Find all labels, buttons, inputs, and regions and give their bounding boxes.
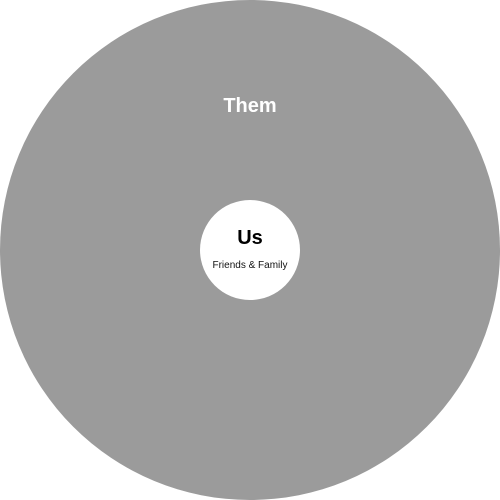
inner-circle-title: Us	[237, 227, 263, 249]
inner-circle-subtitle: Friends & Family	[212, 260, 288, 271]
outer-circle-label: Them	[223, 95, 277, 117]
inner-circle-us: Us Friends & Family	[200, 200, 300, 300]
